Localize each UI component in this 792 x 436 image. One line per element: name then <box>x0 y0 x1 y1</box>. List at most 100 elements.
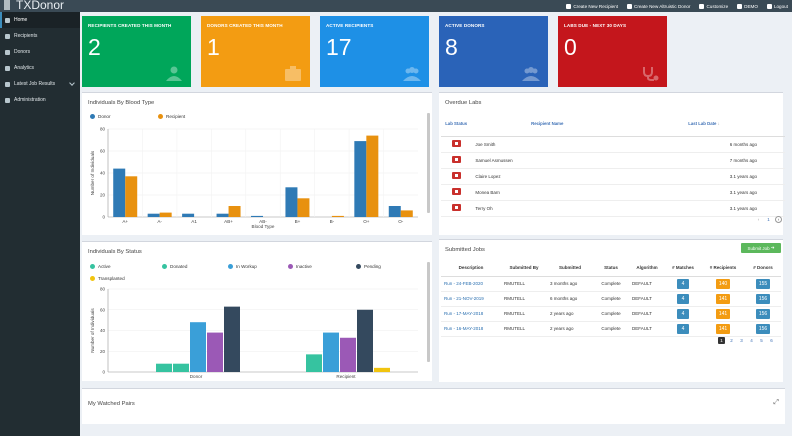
page-4-link[interactable]: 4 <box>750 338 753 343</box>
col-last-lab-date[interactable]: Last Lab Date ↓ <box>623 112 785 137</box>
sidebar-item-donors[interactable]: Donors <box>0 44 80 60</box>
bar-recipient-A-[interactable] <box>159 212 172 217</box>
stat-donors-created[interactable]: DONORS CREATED THIS MONTH 1 <box>201 16 310 87</box>
stat-active-donors[interactable]: ACTIVE DONORS 8 <box>439 16 548 87</box>
bar-in-workup-donor[interactable] <box>190 322 206 372</box>
next-page-icon[interactable]: › <box>775 216 782 223</box>
bar-donor-A-[interactable] <box>147 213 160 217</box>
sidebar-item-recipients[interactable]: Recipients <box>0 28 80 44</box>
col-donors[interactable]: # Donors <box>745 260 781 277</box>
page-number[interactable]: 1 <box>767 217 770 222</box>
table-row[interactable]: Run - 24-FEB-2020 RMUTELL 3 months ago Comp… <box>441 276 781 292</box>
bar-donor-A1[interactable] <box>182 213 195 217</box>
bar-donor-B+[interactable] <box>285 187 298 217</box>
legend-item-transplanted[interactable]: Transplanted <box>90 276 125 281</box>
donors-badge[interactable]: 156 <box>755 308 771 319</box>
bar-recipient-B+[interactable] <box>297 198 310 217</box>
table-row[interactable]: Joe Smith 6 months ago <box>441 136 785 153</box>
sidebar-item-latest-job-results[interactable]: Latest Job Results <box>0 76 80 92</box>
brand-logo[interactable]: TXDonor <box>4 0 64 12</box>
prev-page-icon[interactable]: ‹ <box>757 217 760 222</box>
col-lab-status[interactable]: Lab Status <box>441 112 472 137</box>
bar-recipient-O-[interactable] <box>400 210 413 217</box>
table-row[interactable]: Claire Lopez 3.1 years ago <box>441 168 785 185</box>
bar-pending-recipient[interactable] <box>357 309 373 372</box>
col-recipient-name[interactable]: Recipient Name <box>471 112 624 137</box>
recipients-badge[interactable]: 141 <box>715 293 731 304</box>
page-1-link[interactable]: 1 <box>718 337 725 344</box>
bar-recipient-AB+[interactable] <box>228 206 241 217</box>
matches-badge[interactable]: 4 <box>677 278 689 289</box>
bar-donor-O-[interactable] <box>388 206 401 217</box>
donors-badge[interactable]: 156 <box>755 293 771 304</box>
bar-inactive-donor[interactable] <box>207 332 223 372</box>
sidebar-toggle-icon[interactable] <box>4 0 10 10</box>
col-status[interactable]: Status <box>593 260 629 277</box>
bar-inactive-recipient[interactable] <box>340 337 356 372</box>
col-description[interactable]: Description <box>441 260 501 277</box>
col-submitted-by[interactable]: Submitted By <box>501 260 547 277</box>
recipient-name-cell[interactable]: Joe Smith <box>471 136 624 153</box>
page-5-link[interactable]: 5 <box>760 338 763 343</box>
medkit-icon[interactable] <box>451 188 461 195</box>
table-row[interactable]: Run - 21-NOV-2019 RMUTELL 6 months ago Comp… <box>441 291 781 307</box>
customize-link[interactable]: Customize <box>699 3 728 9</box>
bar-donor-AB+[interactable] <box>216 213 229 217</box>
donors-badge[interactable]: 156 <box>755 323 771 334</box>
job-description-link[interactable]: Run - 24-FEB-2020 <box>444 281 484 286</box>
recipient-name-cell[interactable]: Monea Barn <box>471 184 624 201</box>
table-row[interactable]: Run - 16-MAY-2018 RMUTELL 2 years ago Compl… <box>441 321 781 337</box>
recipient-name-cell[interactable]: Terry Oh <box>471 200 624 217</box>
expand-icon[interactable]: ⤢ <box>773 399 779 406</box>
bar-transplanted-recipient[interactable] <box>374 367 390 372</box>
sidebar-item-analytics[interactable]: Analytics <box>0 60 80 76</box>
bar-pending-donor[interactable] <box>224 306 240 372</box>
table-row[interactable]: Monea Barn 3.1 years ago <box>441 184 785 201</box>
recipient-name-cell[interactable]: Samuel Asmussen <box>471 152 624 169</box>
bar-donor-AB-[interactable] <box>251 215 263 217</box>
page-3-link[interactable]: 3 <box>740 338 743 343</box>
job-description-link[interactable]: Run - 16-MAY-2018 <box>444 326 484 331</box>
matches-badge[interactable]: 4 <box>677 323 689 334</box>
col-matches[interactable]: # Matches <box>665 260 701 277</box>
table-row[interactable]: Terry Oh 3.1 years ago <box>441 200 785 217</box>
stat-labs-due[interactable]: LABS DUE - NEXT 30 DAYS 0 <box>558 16 667 87</box>
user-menu[interactable]: DEMO <box>737 3 758 9</box>
legend-item-donated[interactable]: Donated <box>162 264 187 269</box>
recipients-badge[interactable]: 140 <box>715 278 731 289</box>
matches-badge[interactable]: 4 <box>677 308 689 319</box>
bar-in-workup-recipient[interactable] <box>323 332 339 372</box>
legend-item-in-workup[interactable]: In Workup <box>228 264 257 269</box>
recipients-badge[interactable]: 141 <box>715 323 731 334</box>
bar-active-recipient[interactable] <box>306 354 322 372</box>
col-algorithm[interactable]: Algorithm <box>629 260 665 277</box>
col-submitted[interactable]: Submitted <box>547 260 593 277</box>
submit-job-button[interactable]: Submit Job ➔ <box>741 243 781 253</box>
logout-link[interactable]: Logout <box>766 3 788 9</box>
job-description-link[interactable]: Run - 21-NOV-2019 <box>444 296 484 301</box>
legend-item-active[interactable]: Active <box>90 264 111 269</box>
table-row[interactable]: Samuel Asmussen 7 months ago <box>441 152 785 169</box>
card-scrollbar[interactable] <box>427 113 430 213</box>
medkit-icon[interactable] <box>451 172 461 179</box>
bar-active-donor[interactable] <box>156 363 172 372</box>
medkit-icon[interactable] <box>451 204 461 211</box>
legend-item-recipient[interactable]: Recipient <box>158 114 185 119</box>
legend-item-pending[interactable]: Pending <box>356 264 381 269</box>
recipients-badge[interactable]: 141 <box>715 308 731 319</box>
job-description-link[interactable]: Run - 17-MAY-2018 <box>444 311 484 316</box>
card-scrollbar[interactable] <box>427 262 430 362</box>
bar-recipient-O+[interactable] <box>366 135 379 217</box>
create-donor-link[interactable]: Create New Altruistic Donor <box>627 3 690 9</box>
page-2-link[interactable]: 2 <box>730 338 733 343</box>
donors-badge[interactable]: 155 <box>755 278 771 289</box>
page-6-link[interactable]: 6 <box>770 338 773 343</box>
stat-recipients-created[interactable]: RECIPIENTS CREATED THIS MONTH 2 <box>82 16 191 87</box>
stat-active-recipients[interactable]: ACTIVE RECIPIENTS 17 <box>320 16 429 87</box>
medkit-icon[interactable] <box>451 140 461 147</box>
create-recipient-link[interactable]: Create New Recipient <box>566 3 618 9</box>
matches-badge[interactable]: 4 <box>677 293 689 304</box>
bar-donor-O+[interactable] <box>354 141 367 217</box>
table-row[interactable]: Run - 17-MAY-2018 RMUTELL 2 years ago Compl… <box>441 306 781 322</box>
bar-recipient-B-[interactable] <box>331 215 344 217</box>
